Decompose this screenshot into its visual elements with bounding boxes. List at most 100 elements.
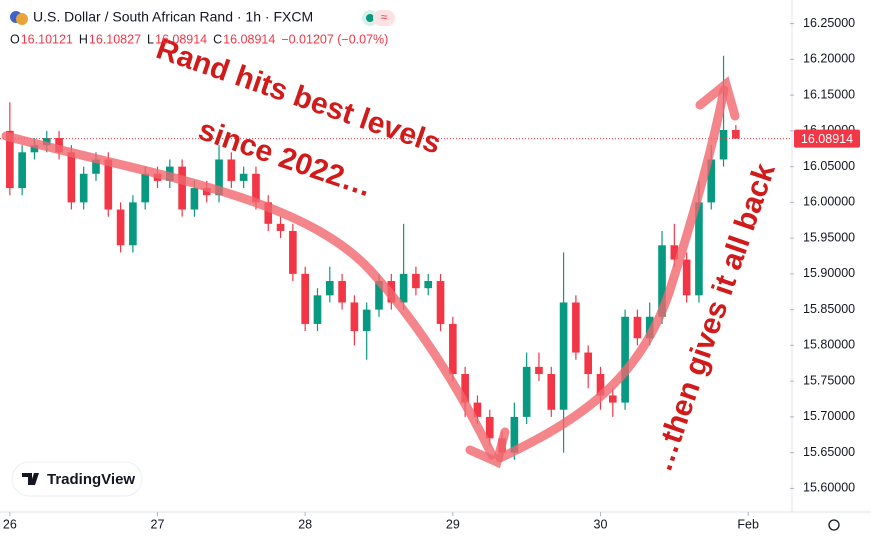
candle-body	[178, 166, 186, 210]
candle-body	[424, 281, 433, 289]
candle-body	[42, 138, 51, 146]
flag-icon	[16, 13, 28, 25]
candle-body	[30, 145, 39, 153]
candle-body	[79, 173, 88, 203]
y-tick-label: 16.05000	[803, 159, 855, 173]
ohlc-value: 16.10121	[21, 32, 73, 46]
candle-body	[104, 159, 113, 210]
ohlc-label: C	[213, 32, 222, 46]
settings-icon[interactable]	[828, 519, 840, 531]
candle-body	[719, 129, 728, 160]
status-badge	[373, 10, 395, 26]
y-tick-label: 16.00000	[803, 195, 855, 209]
y-tick-label: 16.20000	[803, 52, 855, 66]
candle-body	[116, 209, 125, 246]
candle-body	[18, 152, 26, 189]
candle-body	[707, 159, 716, 203]
arrowhead-up	[695, 76, 740, 121]
y-tick-label: 15.75000	[803, 373, 855, 387]
candle-body	[633, 316, 642, 339]
candle-body	[239, 173, 248, 181]
candle-body	[658, 245, 666, 317]
ohlc-change: −0.01207 (−0.07%)	[281, 32, 388, 46]
y-tick-label: 15.95000	[803, 230, 855, 244]
candle-body	[559, 302, 568, 410]
x-tick-label: Feb	[737, 517, 759, 531]
x-tick-label: 27	[151, 517, 165, 531]
status-icon: ≈	[381, 10, 388, 24]
candle-body	[276, 223, 285, 231]
last-price-label: 16.08914	[801, 132, 853, 146]
candle-body	[436, 281, 445, 324]
x-tick-label: 30	[594, 517, 608, 531]
candle-body	[572, 302, 580, 353]
candle-body	[449, 323, 457, 374]
candle-body	[732, 129, 740, 139]
candle-body	[92, 159, 100, 174]
ohlc-value: 16.10827	[89, 32, 141, 46]
logo-text: TradingView	[47, 471, 135, 488]
logo-icon	[22, 473, 39, 485]
candle-body	[67, 152, 76, 203]
candle-body	[289, 230, 297, 274]
arrows	[1, 76, 740, 469]
candle-body	[399, 273, 408, 303]
candle-body	[141, 173, 150, 203]
y-tick-label: 15.60000	[803, 481, 855, 495]
candle-body	[682, 259, 691, 296]
arrow-down	[1, 131, 497, 460]
candle-body	[264, 202, 273, 224]
y-tick-label: 15.90000	[803, 266, 855, 280]
ohlc-value: 16.08914	[223, 32, 275, 46]
candle-body	[473, 402, 482, 417]
candle-body	[522, 366, 531, 417]
candle-body	[621, 316, 629, 403]
y-tick-label: 15.80000	[803, 338, 855, 352]
y-tick-label: 16.15000	[803, 87, 855, 101]
y-tick-label: 15.70000	[803, 409, 855, 423]
arrow-up	[495, 85, 729, 463]
candle-body	[350, 302, 359, 332]
logo-box	[11, 461, 143, 497]
candle-body	[202, 188, 211, 196]
candle-body	[596, 373, 605, 396]
y-tick-label: 15.85000	[803, 302, 855, 316]
candle-body	[584, 352, 593, 374]
y-tick-label: 15.65000	[803, 445, 855, 459]
x-tick-label: 29	[446, 517, 460, 531]
candle-body	[301, 273, 309, 324]
candle-body	[338, 281, 346, 303]
candle-body	[325, 281, 334, 296]
x-tick-label: 26	[3, 517, 17, 531]
candle-body	[510, 416, 519, 453]
candle-body	[412, 273, 420, 289]
x-tick-label: 28	[298, 517, 312, 531]
candle-body	[129, 202, 137, 246]
candle-body	[375, 281, 383, 310]
symbol-title: U.S. Dollar / South African Rand · 1h · …	[33, 9, 313, 25]
candle-body	[547, 373, 556, 410]
last-price-tag	[794, 129, 860, 148]
candle-body	[362, 309, 371, 332]
y-tick-label: 16.25000	[803, 16, 855, 30]
arrowhead-down	[465, 427, 510, 469]
status-dot	[366, 14, 374, 22]
candle-body	[313, 295, 322, 324]
ohlc-label: L	[147, 32, 154, 46]
candle-body	[695, 202, 703, 296]
candle-body	[461, 373, 469, 403]
candle-body	[535, 366, 543, 374]
grid: 15.60000 15.65000 15.70000 15.75000 15.80000…	[3, 16, 855, 531]
candle-body	[215, 159, 223, 196]
candle-body	[670, 245, 679, 260]
candle-body	[6, 130, 14, 189]
logo: TradingView	[11, 461, 143, 497]
candle-body	[485, 416, 494, 439]
candle-body	[227, 159, 236, 181]
ohlc-label: O	[10, 32, 20, 46]
ohlc-value: 16.08914	[155, 32, 207, 46]
candle-body	[190, 188, 199, 210]
candle-body	[608, 395, 617, 403]
candle-body	[252, 173, 260, 203]
